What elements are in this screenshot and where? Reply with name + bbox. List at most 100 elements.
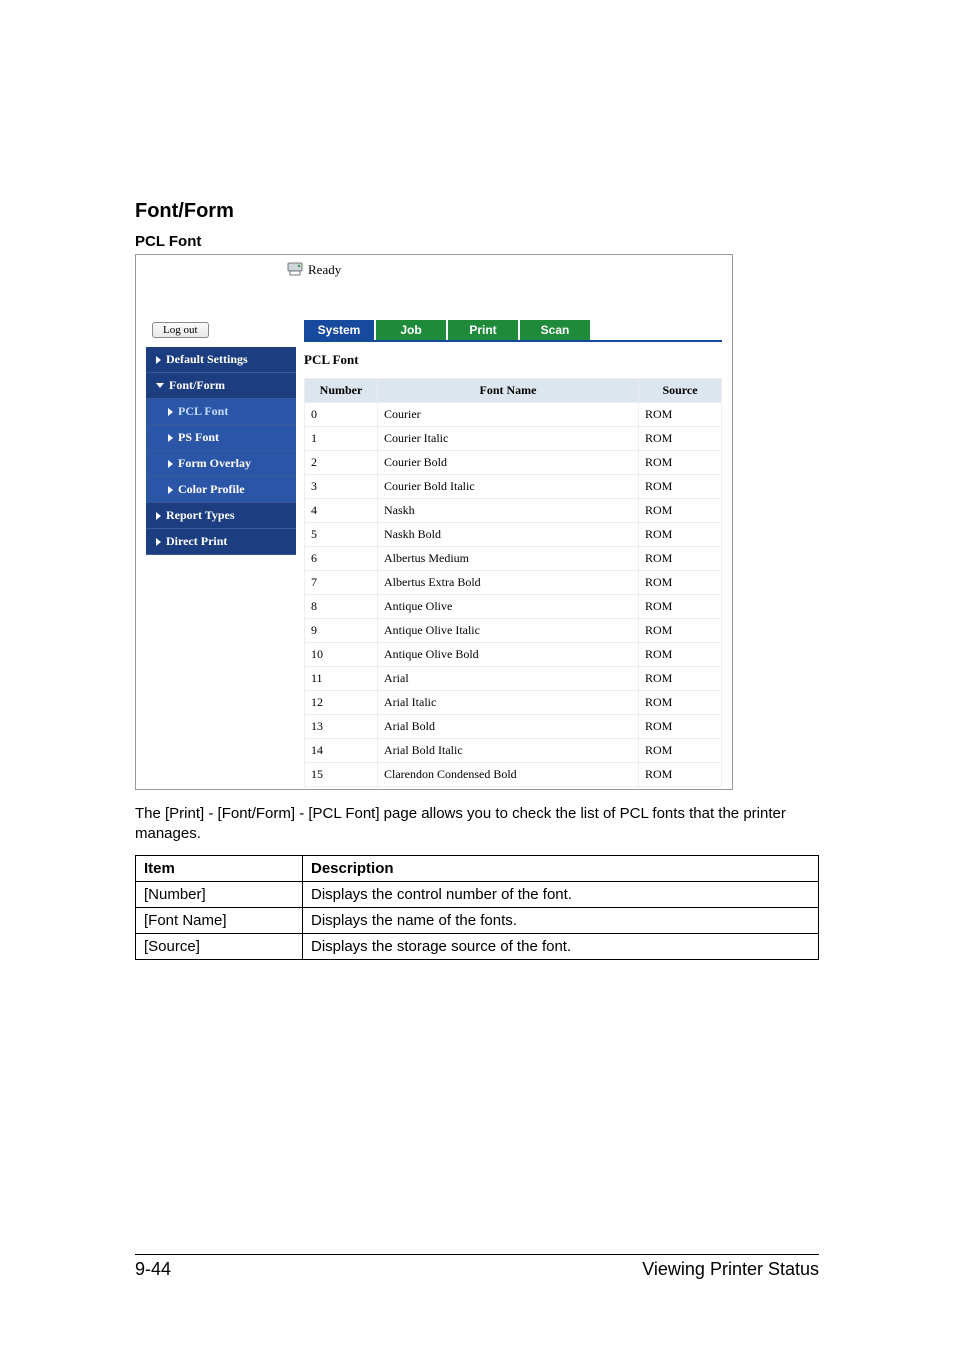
cell-font-name: Antique Olive <box>378 595 639 619</box>
table-row: 11ArialROM <box>305 667 722 691</box>
chevron-right-icon <box>156 538 161 546</box>
chevron-right-icon <box>168 408 173 416</box>
cell-number: 9 <box>305 619 378 643</box>
tab-underline <box>304 340 722 342</box>
cell-source: ROM <box>639 643 722 667</box>
cell-font-name: Arial Bold Italic <box>378 739 639 763</box>
tab-system[interactable]: System <box>304 320 374 340</box>
cell-font-name: Arial <box>378 667 639 691</box>
cell-source: ROM <box>639 619 722 643</box>
cell-font-name: Arial Bold <box>378 715 639 739</box>
cell-font-name: Courier <box>378 403 639 427</box>
panel-title: PCL Font <box>304 352 722 368</box>
cell-number: 4 <box>305 499 378 523</box>
cell-number: 11 <box>305 667 378 691</box>
cell-source: ROM <box>639 499 722 523</box>
side-menu: Default Settings Font/Form PCL Font PS F… <box>146 346 296 555</box>
cell-item: [Number] <box>136 881 303 907</box>
cell-source: ROM <box>639 715 722 739</box>
cell-number: 13 <box>305 715 378 739</box>
table-row: 8Antique OliveROM <box>305 595 722 619</box>
menu-label: PS Font <box>178 430 219 445</box>
cell-font-name: Naskh Bold <box>378 523 639 547</box>
menu-label: Default Settings <box>166 352 248 367</box>
cell-font-name: Albertus Medium <box>378 547 639 571</box>
cell-source: ROM <box>639 691 722 715</box>
cell-item: [Source] <box>136 933 303 959</box>
cell-description: Displays the storage source of the font. <box>303 933 819 959</box>
desc-header-item: Item <box>136 855 303 881</box>
menu-label: Report Types <box>166 508 235 523</box>
menu-color-profile[interactable]: Color Profile <box>146 477 296 503</box>
table-row: [Number]Displays the control number of t… <box>136 881 819 907</box>
cell-number: 2 <box>305 451 378 475</box>
col-font-name: Font Name <box>378 379 639 403</box>
menu-label: Form Overlay <box>178 456 251 471</box>
menu-default-settings[interactable]: Default Settings <box>146 347 296 373</box>
cell-number: 10 <box>305 643 378 667</box>
cell-source: ROM <box>639 763 722 787</box>
menu-ps-font[interactable]: PS Font <box>146 425 296 451</box>
cell-font-name: Arial Italic <box>378 691 639 715</box>
cell-number: 7 <box>305 571 378 595</box>
cell-description: Displays the name of the fonts. <box>303 907 819 933</box>
cell-source: ROM <box>639 667 722 691</box>
menu-direct-print[interactable]: Direct Print <box>146 529 296 555</box>
cell-source: ROM <box>639 427 722 451</box>
table-row: 12Arial ItalicROM <box>305 691 722 715</box>
cell-number: 15 <box>305 763 378 787</box>
cell-number: 8 <box>305 595 378 619</box>
menu-label: Font/Form <box>169 378 225 393</box>
tab-print[interactable]: Print <box>448 320 518 340</box>
table-row: 7Albertus Extra BoldROM <box>305 571 722 595</box>
table-row: 13Arial BoldROM <box>305 715 722 739</box>
menu-font-form[interactable]: Font/Form <box>146 373 296 399</box>
logout-button[interactable]: Log out <box>152 322 209 338</box>
cell-font-name: Albertus Extra Bold <box>378 571 639 595</box>
table-row: 0CourierROM <box>305 403 722 427</box>
page-number: 9-44 <box>135 1259 171 1280</box>
menu-form-overlay[interactable]: Form Overlay <box>146 451 296 477</box>
cell-font-name: Courier Bold Italic <box>378 475 639 499</box>
chevron-right-icon <box>168 460 173 468</box>
cell-font-name: Antique Olive Bold <box>378 643 639 667</box>
cell-source: ROM <box>639 595 722 619</box>
cell-description: Displays the control number of the font. <box>303 881 819 907</box>
col-source: Source <box>639 379 722 403</box>
cell-source: ROM <box>639 547 722 571</box>
menu-label: Direct Print <box>166 534 227 549</box>
desc-header-desc: Description <box>303 855 819 881</box>
cell-font-name: Courier Bold <box>378 451 639 475</box>
cell-font-name: Clarendon Condensed Bold <box>378 763 639 787</box>
printer-status-line: Ready <box>136 255 732 284</box>
table-row: 3Courier Bold ItalicROM <box>305 475 722 499</box>
footer-doc-title: Viewing Printer Status <box>642 1259 819 1280</box>
table-row: 4NaskhROM <box>305 499 722 523</box>
cell-number: 0 <box>305 403 378 427</box>
chevron-right-icon <box>168 434 173 442</box>
tab-scan[interactable]: Scan <box>520 320 590 340</box>
chevron-down-icon <box>156 383 164 388</box>
menu-pcl-font[interactable]: PCL Font <box>146 399 296 425</box>
col-number: Number <box>305 379 378 403</box>
page-footer: 9-44 Viewing Printer Status <box>135 1254 819 1280</box>
cell-source: ROM <box>639 451 722 475</box>
table-row: 6Albertus MediumROM <box>305 547 722 571</box>
subsection-title: PCL Font <box>135 233 819 250</box>
menu-label: PCL Font <box>178 404 228 419</box>
tab-job[interactable]: Job <box>376 320 446 340</box>
cell-source: ROM <box>639 475 722 499</box>
embedded-screenshot: Ready Log out Default Settings Font/Form <box>135 254 733 790</box>
caption-text: The [Print] - [Font/Form] - [PCL Font] p… <box>135 804 819 845</box>
printer-status-text: Ready <box>308 262 341 277</box>
cell-source: ROM <box>639 739 722 763</box>
table-row: 9Antique Olive ItalicROM <box>305 619 722 643</box>
menu-report-types[interactable]: Report Types <box>146 503 296 529</box>
cell-number: 3 <box>305 475 378 499</box>
table-row: [Source]Displays the storage source of t… <box>136 933 819 959</box>
cell-number: 1 <box>305 427 378 451</box>
table-row: 15Clarendon Condensed BoldROM <box>305 763 722 787</box>
cell-source: ROM <box>639 403 722 427</box>
cell-number: 14 <box>305 739 378 763</box>
description-table: Item Description [Number]Displays the co… <box>135 855 819 960</box>
